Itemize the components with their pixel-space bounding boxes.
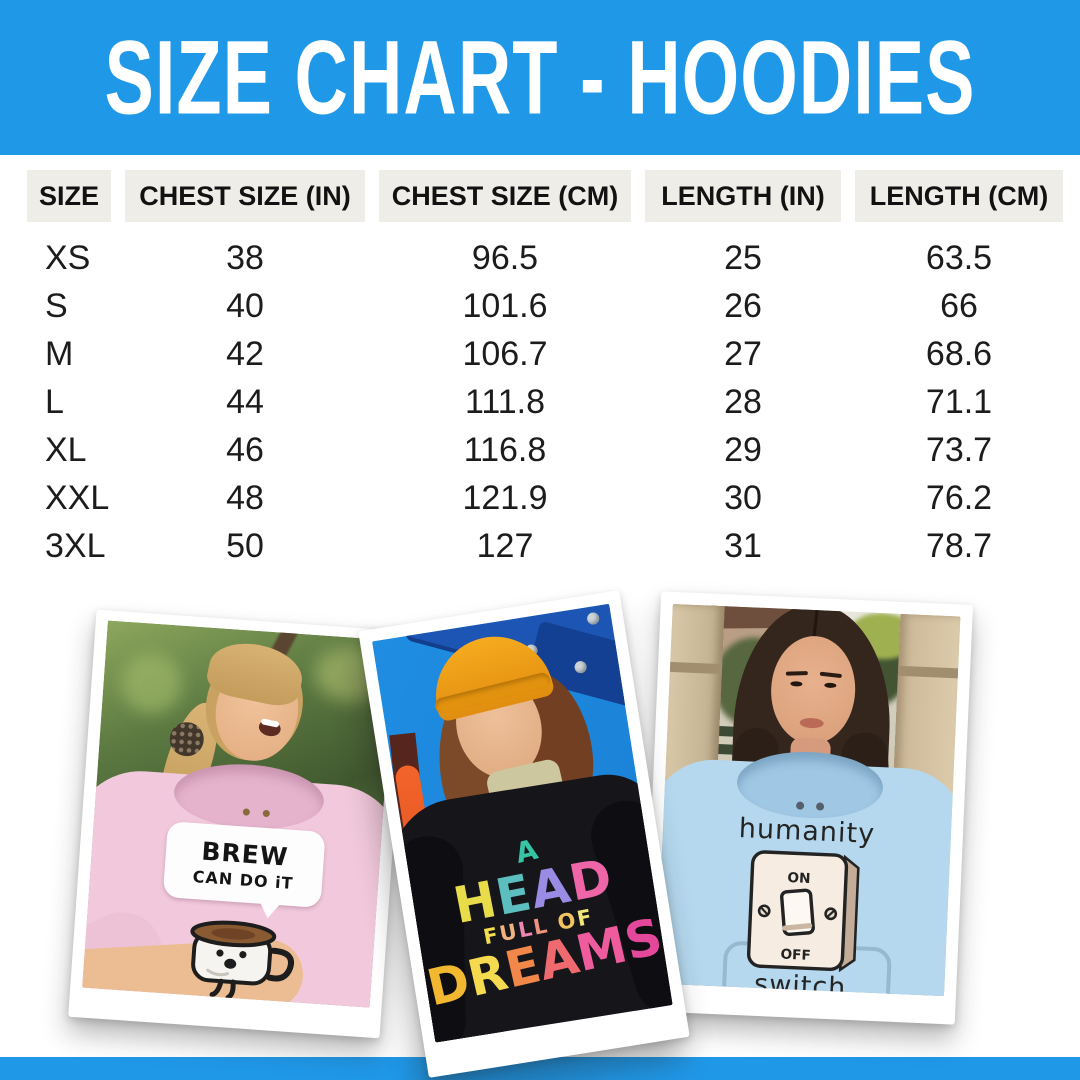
hoodie-graphic-humanity-switch: humanity ON OFF switch [656, 810, 951, 996]
table-cell: 106.7 [462, 334, 548, 373]
table-cell: 101.6 [462, 286, 548, 325]
table-cell: 121.9 [462, 478, 548, 517]
table-cell: 127 [476, 526, 534, 565]
column-header: LENGTH (IN) [645, 170, 841, 222]
table-cell: 73.7 [925, 430, 993, 469]
table-cell: XXL [45, 478, 110, 517]
table-cell: 71.1 [925, 382, 993, 421]
switch-off-label: OFF [780, 947, 811, 964]
size-table-rows: XS 38 96.5 25 63.5 S 40 101.6 26 66 M 42 106.7 27 68.6… [27, 234, 1063, 570]
speech-bubble: BREW CAN DO iT [162, 821, 326, 908]
table-cell: XS [45, 238, 91, 277]
table-cell: 116.8 [463, 430, 547, 469]
table-row: 3XL 50 127 31 78.7 [27, 522, 1063, 570]
table-row: XS 38 96.5 25 63.5 [27, 234, 1063, 282]
photo-pink-scene: BREW CAN DO iT [82, 620, 396, 1008]
table-cell: S [45, 286, 68, 325]
table-row: M 42 106.7 27 68.6 [27, 330, 1063, 378]
photo-pink-hoodie: BREW CAN DO iT [68, 609, 408, 1039]
table-cell: 31 [724, 526, 762, 565]
table-row: L 44 111.8 28 71.1 [27, 378, 1063, 426]
column-header: CHEST SIZE (IN) [125, 170, 365, 222]
footer-stripe [0, 1057, 1080, 1080]
table-row: XL 46 116.8 29 73.7 [27, 426, 1063, 474]
table-cell: 96.5 [471, 238, 539, 277]
table-cell: 111.8 [464, 382, 546, 421]
graphic-word-switch: switch [753, 968, 847, 997]
table-cell: 78.7 [925, 526, 993, 565]
eye [824, 682, 837, 689]
table-row: S 40 101.6 26 66 [27, 282, 1063, 330]
eyebrow [785, 671, 808, 676]
column-header: SIZE [27, 170, 111, 222]
table-cell: 3XL [45, 526, 106, 565]
photo-blue-scene: humanity ON OFF switch [656, 603, 961, 997]
table-cell: 66 [940, 286, 978, 325]
size-table: SIZE CHEST SIZE (IN) CHEST SIZE (CM) LENGTH… [27, 170, 1063, 570]
page-title: SIZE CHART - HOODIES [104, 18, 976, 137]
title-banner: SIZE CHART - HOODIES [0, 0, 1080, 155]
coffee-cup-icon [190, 920, 294, 1001]
table-cell: 44 [226, 382, 264, 421]
table-cell: 68.6 [925, 334, 993, 373]
table-cell: 40 [226, 286, 264, 325]
table-cell: 29 [724, 430, 762, 469]
table-cell: 48 [226, 478, 264, 517]
table-row: XXL 48 121.9 30 76.2 [27, 474, 1063, 522]
table-cell: L [45, 382, 64, 421]
table-cell: M [45, 334, 74, 373]
bubble-text-brew: BREW [200, 836, 290, 872]
column-header: LENGTH (CM) [855, 170, 1063, 222]
table-cell: 27 [724, 334, 762, 373]
size-table-header-row: SIZE CHEST SIZE (IN) CHEST SIZE (CM) LENGTH… [27, 170, 1063, 222]
table-cell: 50 [226, 526, 264, 565]
table-cell: 63.5 [925, 238, 993, 277]
table-cell: 25 [724, 238, 762, 277]
table-cell: 26 [724, 286, 762, 325]
eye [790, 681, 803, 687]
photo-blue-hoodie: humanity ON OFF switch [642, 591, 974, 1025]
table-cell: 76.2 [925, 478, 993, 517]
table-cell: XL [45, 430, 87, 469]
column-header: CHEST SIZE (CM) [379, 170, 631, 222]
table-cell: 28 [724, 382, 762, 421]
table-cell: 46 [226, 430, 264, 469]
table-cell: 42 [226, 334, 264, 373]
table-cell: 30 [724, 478, 762, 517]
table-cell: 38 [226, 238, 264, 277]
photo-black-scene: A HEAD FULL OF DREAMS [372, 603, 673, 1043]
switch-on-label: ON [787, 870, 811, 887]
light-switch-icon: ON OFF [746, 850, 860, 973]
photo-black-hoodie: A HEAD FULL OF DREAMS [358, 590, 690, 1078]
